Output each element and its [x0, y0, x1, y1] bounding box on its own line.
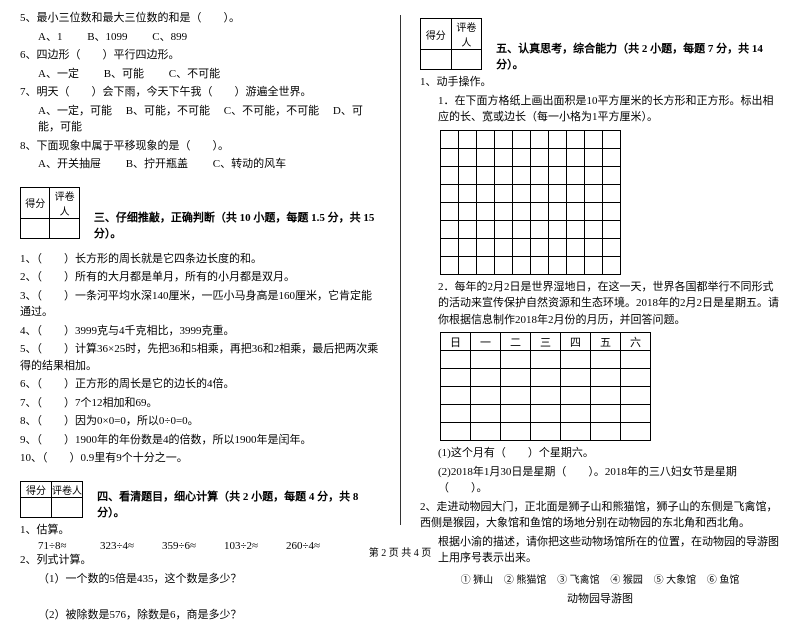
j8: 8、（ ）因为0×0=0，所以0÷0=0。: [20, 413, 380, 430]
score-h1: 得分: [21, 187, 50, 218]
score-box-4: 得分评卷人: [20, 481, 83, 518]
d6: 六: [621, 333, 651, 351]
qa: (1)这个月有（ ）个星期六。: [420, 445, 780, 462]
score-h1c: 得分: [421, 19, 452, 50]
q7: 7、明天（ ）会下雨，今天下午我（ ）游遍全世界。: [20, 84, 380, 101]
q5a: A、1: [38, 31, 62, 43]
q6: 6、四边形（ ）平行四边形。: [20, 47, 380, 64]
square-grid: [440, 130, 621, 275]
j3: 3、（ ）一条河平均水深140厘米，一匹小马身高是160厘米，它肯定能通过。: [20, 288, 380, 321]
score-h2b: 评卷人: [52, 481, 83, 497]
d1: 一: [471, 333, 501, 351]
q5c: C、899: [152, 31, 187, 43]
l3: ③ 飞禽馆: [557, 575, 600, 586]
j10: 10、（ ）0.9里有9个十分之一。: [20, 450, 380, 467]
qb: (2)2018年1月30日是星期（ ）。2018年的三八妇女节是星期（ ）。: [420, 464, 780, 497]
j6: 6、（ ）正方形的周长是它的边长的4倍。: [20, 376, 380, 393]
j4: 4、（ ）3999克与4千克相比，3999克重。: [20, 323, 380, 340]
section5-title: 五、认真思考，综合能力（共 2 小题，每题 7 分，共 14 分）。: [496, 40, 780, 72]
l4: ④ 猴园: [610, 575, 643, 586]
q6c: C、不可能: [169, 68, 220, 80]
d5: 五: [591, 333, 621, 351]
q5: 5、最小三位数和最大三位数的和是（ ）。: [20, 10, 380, 27]
p1a: 1．在下面方格纸上画出面积是10平方厘米的长方形和正方形。标出相应的长、宽或边长…: [420, 93, 780, 126]
j7: 7、（ ）7个12相加和69。: [20, 395, 380, 412]
q5-opts: A、1 B、1099 C、899: [20, 29, 380, 46]
q7-opts: A、一定，可能 B、可能，不可能 C、不可能，不可能 D、可能，可能: [20, 103, 380, 136]
q6b: B、可能: [104, 68, 144, 80]
section5-header: 得分评卷人 五、认真思考，综合能力（共 2 小题，每题 7 分，共 14 分）。: [420, 10, 780, 74]
section3-title: 三、仔细推敲，正确判断（共 10 小题，每题 1.5 分，共 15 分）。: [94, 209, 380, 241]
d3: 三: [531, 333, 561, 351]
right-column: 得分评卷人 五、认真思考，综合能力（共 2 小题，每题 7 分，共 14 分）。…: [400, 0, 800, 540]
c2b: （2）被除数是576，除数是6，商是多少？: [20, 607, 380, 624]
section4-header: 得分评卷人 四、看清题目，细心计算（共 2 小题，每题 4 分，共 8 分）。: [20, 473, 380, 522]
q7c: C、不可能，不可能: [224, 105, 319, 117]
q7a: A、一定，可能: [38, 105, 112, 117]
c2a: （1）一个数的5倍是435，这个数是多少？: [20, 571, 380, 588]
l6: ⑥ 鱼馆: [707, 575, 740, 586]
score-h2c: 评卷人: [451, 19, 482, 50]
j9: 9、（ ）1900年的年份数是4的倍数，所以1900年是闰年。: [20, 432, 380, 449]
j2: 2、（ ）所有的大月都是单月，所有的小月都是双月。: [20, 269, 380, 286]
q8a: A、开关抽屉: [38, 158, 101, 170]
d0: 日: [441, 333, 471, 351]
c1: 1、估算。: [20, 522, 380, 539]
d2: 二: [501, 333, 531, 351]
p1: 1、动手操作。: [420, 74, 780, 91]
column-divider: [400, 15, 401, 525]
p2: 2、走进动物园大门，正北面是狮子山和熊猫馆，狮子山的东侧是飞禽馆，西侧是猴园，大…: [420, 499, 780, 532]
left-column: 5、最小三位数和最大三位数的和是（ ）。 A、1 B、1099 C、899 6、…: [0, 0, 400, 540]
legend: ① 狮山 ② 熊猫馆 ③ 飞禽馆 ④ 猴园 ⑤ 大象馆 ⑥ 鱼馆: [420, 571, 780, 586]
p1b: 2．每年的2月2日是世界湿地日，在这一天，世界各国都举行不同形式的活动来宣传保护…: [420, 279, 780, 329]
score-h2: 评卷人: [50, 187, 79, 218]
q8c: C、转动的风车: [213, 158, 286, 170]
score-box-3: 得分评卷人: [20, 187, 80, 239]
q8-opts: A、开关抽屉 B、拧开瓶盖 C、转动的风车: [20, 156, 380, 173]
j5: 5、（ ）计算36×25时，先把36和5相乘，再把36和2相乘，最后把两次乘得的…: [20, 341, 380, 374]
l5: ⑤ 大象馆: [654, 575, 697, 586]
l2: ② 熊猫馆: [504, 575, 547, 586]
q6a: A、一定: [38, 68, 79, 80]
l1: ① 狮山: [461, 575, 494, 586]
score-box-5: 得分评卷人: [420, 18, 482, 70]
q6-opts: A、一定 B、可能 C、不可能: [20, 66, 380, 83]
score-h1b: 得分: [21, 481, 52, 497]
section4-title: 四、看清题目，细心计算（共 2 小题，每题 4 分，共 8 分）。: [97, 488, 380, 520]
q8b: B、拧开瓶盖: [126, 158, 188, 170]
q7b: B、可能，不可能: [126, 105, 210, 117]
calendar: 日 一 二 三 四 五 六: [440, 332, 651, 441]
map-title: 动物园导游图: [420, 590, 780, 606]
j1: 1、（ ）长方形的周长就是它四条边长度的和。: [20, 251, 380, 268]
q8: 8、下面现象中属于平移现象的是（ ）。: [20, 138, 380, 155]
page-footer: 第 2 页 共 4 页: [0, 544, 800, 559]
q5b: B、1099: [87, 31, 127, 43]
section3-header: 得分评卷人 三、仔细推敲，正确判断（共 10 小题，每题 1.5 分，共 15 …: [20, 179, 380, 243]
d4: 四: [561, 333, 591, 351]
